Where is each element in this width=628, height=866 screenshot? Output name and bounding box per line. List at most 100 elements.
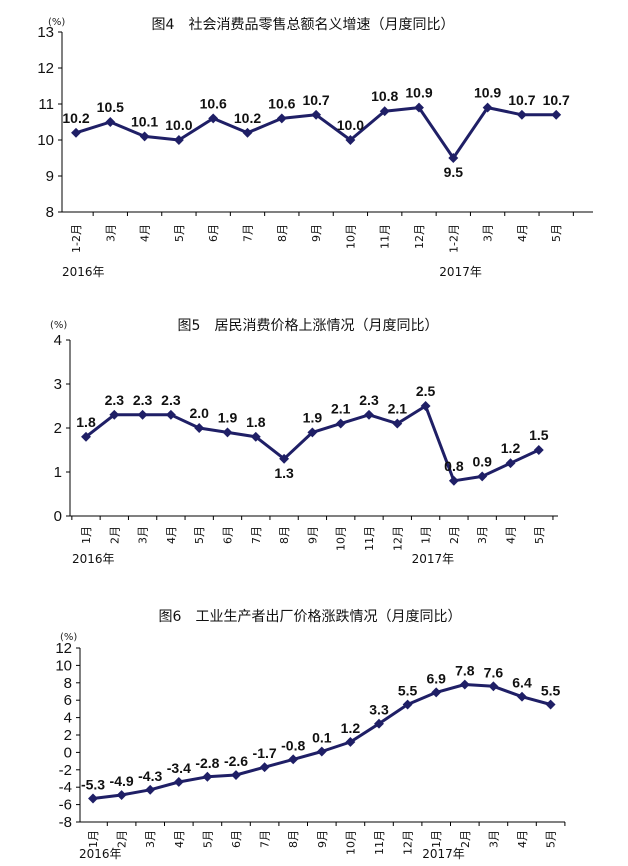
x-tick-label: 1月: [420, 526, 433, 544]
x-tick-label: 9月: [310, 224, 323, 242]
y-tick-label: 0: [54, 508, 62, 525]
data-point: [88, 793, 98, 804]
x-tick-label: 8月: [287, 830, 300, 848]
data-label: 2.3: [105, 392, 125, 408]
data-point: [402, 699, 413, 710]
data-point: [116, 790, 127, 800]
x-tick-label: 2月: [108, 526, 121, 544]
y-tick-label: 4: [54, 332, 62, 349]
x-tick-label: 3月: [144, 830, 157, 848]
data-point: [431, 687, 442, 698]
y-tick-label: 1: [54, 464, 62, 481]
data-point: [516, 109, 527, 120]
data-label: 1.5: [529, 427, 549, 443]
data-label: 10.6: [200, 95, 227, 111]
y-unit-label: (%): [50, 320, 67, 331]
data-label: 1.8: [76, 414, 96, 430]
data-label: -4.3: [138, 768, 162, 784]
x-tick-label: 1月: [87, 830, 100, 848]
data-point: [551, 109, 562, 120]
data-label: -5.3: [81, 777, 105, 793]
data-label: 7.6: [484, 664, 504, 680]
x-tick-label: 3月: [487, 830, 500, 848]
x-tick-label: 3月: [476, 526, 489, 544]
data-point: [316, 746, 327, 757]
data-point: [231, 770, 241, 780]
data-point: [202, 771, 213, 782]
data-label: 2.5: [416, 383, 436, 399]
x-tick-label: 7月: [259, 830, 272, 848]
data-point: [145, 784, 156, 795]
y-tick-label: 10: [55, 657, 72, 674]
y-tick-label: 8: [46, 204, 54, 221]
data-label: 10.2: [234, 110, 261, 126]
x-tick-label: 4月: [173, 830, 186, 848]
data-point: [71, 127, 81, 138]
y-tick-label: 4: [64, 710, 72, 727]
year-label: 2016年: [79, 847, 122, 861]
data-label: 10.7: [508, 92, 535, 108]
data-point: [276, 113, 287, 124]
y-tick-label: -2: [59, 762, 72, 779]
data-label: 1.2: [341, 720, 361, 736]
plot-area: 8 9 10 11 12 13 1-2月 3月 4月 5月 6月 7月 8月 9月 10月 11月 12月 1-2…: [37, 24, 593, 279]
x-tick-label: 3月: [137, 526, 150, 544]
data-label: 10.0: [165, 117, 192, 133]
data-point: [242, 127, 253, 138]
data-point: [222, 427, 233, 438]
data-label: 9.5: [444, 164, 464, 180]
data-point: [448, 153, 459, 163]
data-point: [139, 131, 150, 142]
data-label: 2.3: [161, 392, 181, 408]
x-tick-label: 1月: [80, 526, 93, 544]
data-point: [137, 409, 148, 420]
x-tick-label: 2月: [116, 830, 129, 848]
y-tick-label: 11: [38, 96, 54, 113]
x-tick-label: 10月: [335, 526, 348, 551]
x-tick-label: 2月: [459, 830, 472, 848]
x-tick-label: 1-2月: [70, 224, 83, 253]
x-tick-label: 11月: [373, 830, 386, 855]
data-label: 10.2: [62, 110, 89, 126]
data-point: [477, 471, 488, 482]
chart-title: 图5 居民消费价格上涨情况（月度同比）: [178, 318, 439, 334]
x-tick-label: 12月: [413, 224, 426, 249]
data-label: -2.6: [224, 753, 248, 769]
chart-title: 图6 工业生产者出厂价格涨跌情况（月度同比）: [159, 609, 462, 625]
x-tick-label: 4月: [505, 526, 518, 544]
data-point: [533, 445, 544, 455]
x-tick-label: 6月: [230, 830, 243, 848]
data-label: 7.8: [455, 663, 475, 679]
data-point: [208, 113, 219, 124]
x-tick-label: 10月: [344, 830, 357, 855]
data-point: [345, 135, 356, 145]
data-label: -0.8: [281, 737, 305, 753]
data-point: [279, 453, 290, 464]
data-label: 10.0: [337, 117, 364, 133]
data-label: 1.9: [303, 409, 323, 425]
data-label: 10.7: [543, 92, 570, 108]
chart-cpi: 图5 居民消费价格上涨情况（月度同比） (%) 0 1 2 3 4 1月 2月 3月 4月 5月 6…: [50, 318, 558, 566]
x-tick-label: 11月: [363, 526, 376, 551]
data-point: [259, 762, 270, 773]
x-tick-label: 3月: [104, 224, 117, 242]
data-label: -1.7: [253, 745, 277, 761]
y-tick-label: 10: [37, 132, 54, 149]
data-label: 6.4: [512, 675, 532, 691]
data-point: [374, 718, 384, 729]
data-label: 10.6: [268, 95, 295, 111]
data-label: 2.0: [189, 405, 209, 421]
data-label: 5.5: [398, 683, 418, 699]
y-tick-label: 2: [54, 420, 62, 437]
data-point: [250, 431, 261, 442]
y-tick-label: 3: [54, 376, 62, 393]
data-point: [545, 699, 556, 710]
y-tick-label: -8: [59, 814, 72, 831]
data-point: [517, 691, 527, 702]
data-point: [420, 401, 431, 411]
y-unit-label: (%): [48, 17, 65, 28]
x-tick-label: 9月: [316, 830, 329, 848]
x-tick-label: 12月: [402, 830, 415, 855]
data-label: 0.9: [472, 453, 492, 469]
